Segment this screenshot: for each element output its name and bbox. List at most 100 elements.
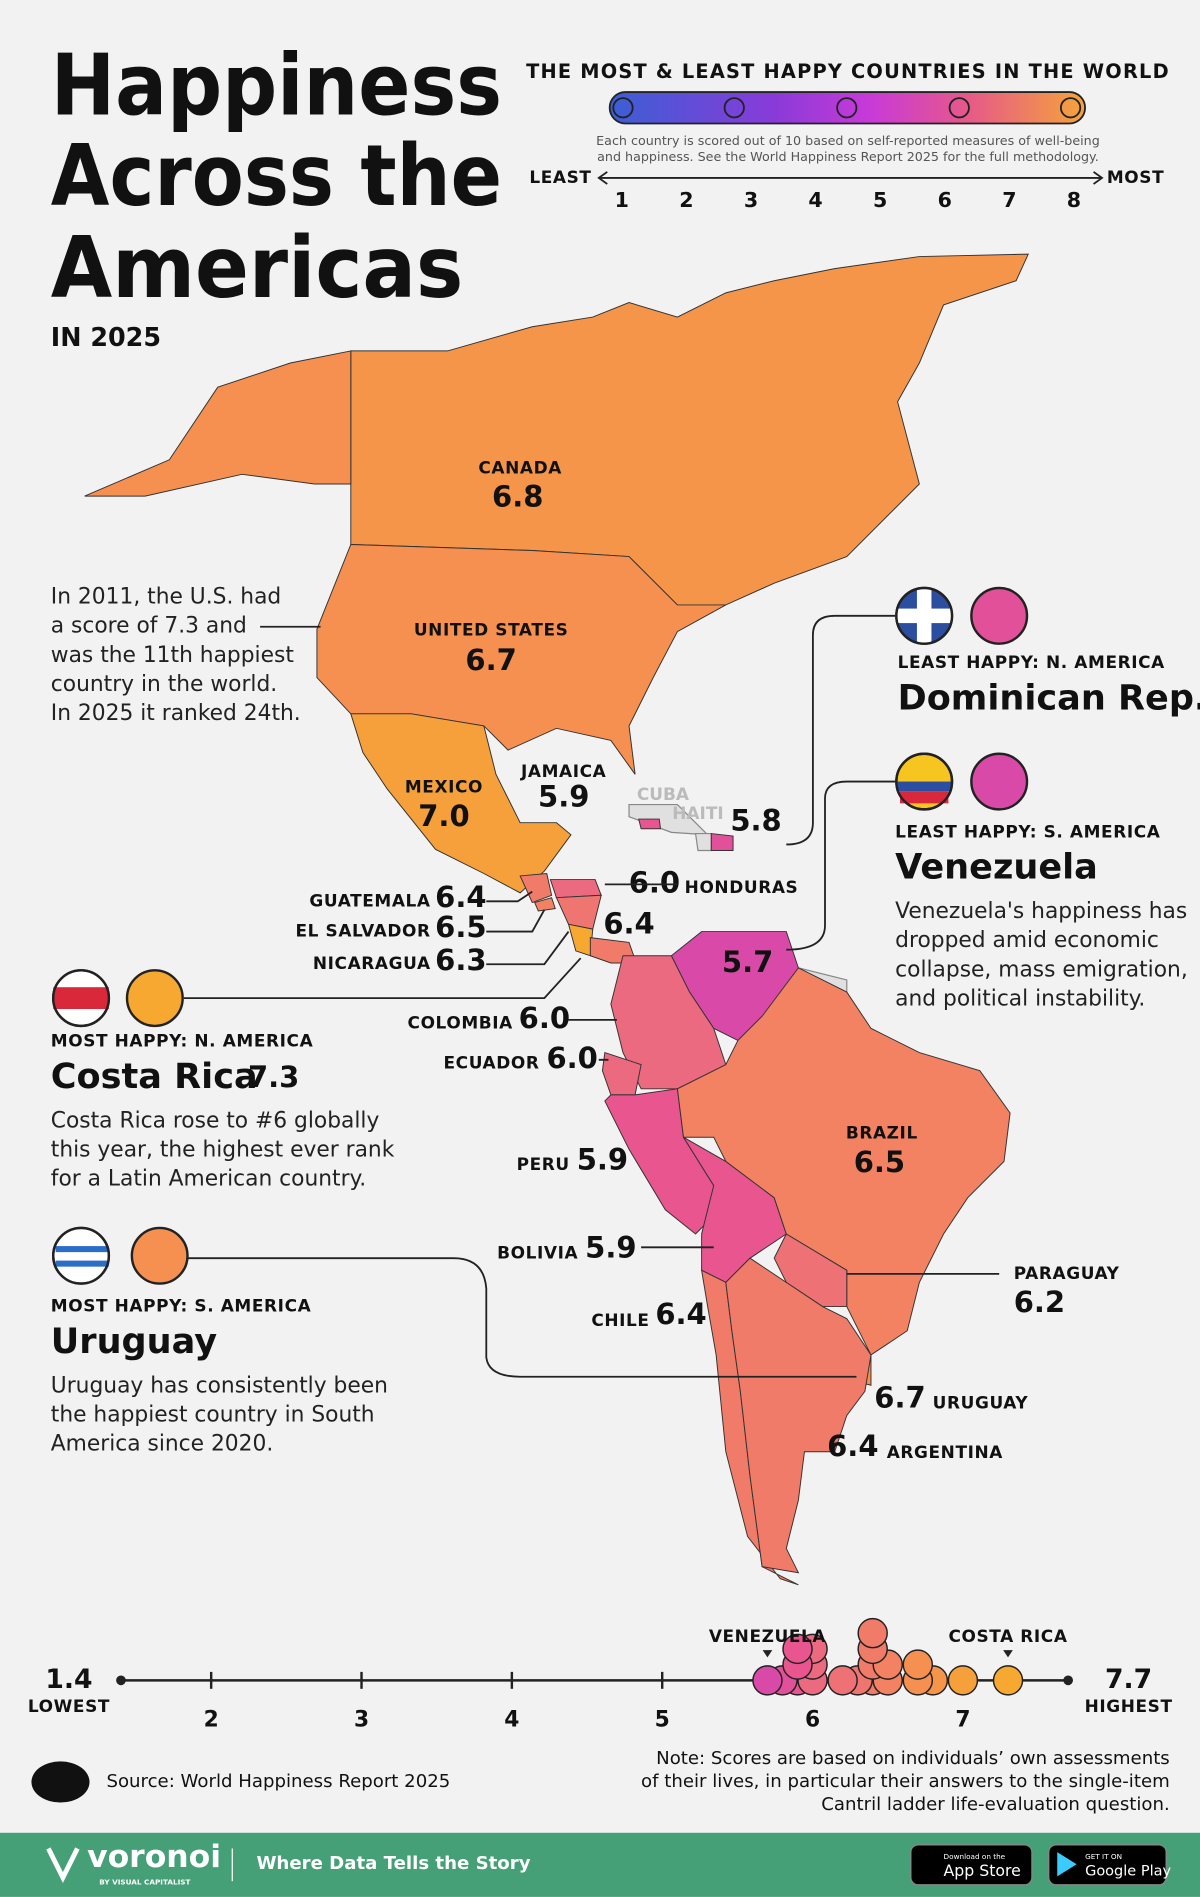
callout-text: the happiest country in South	[51, 1402, 375, 1427]
legend-note: Each country is scored out of 10 based o…	[596, 133, 1100, 148]
country-name: EL SALVADOR	[296, 921, 431, 941]
country-score: 6.4	[603, 907, 654, 941]
google-play-button[interactable]	[1048, 1844, 1167, 1886]
country-score: 6.4	[435, 880, 486, 914]
connector	[786, 780, 896, 951]
country-score: 5.9	[577, 1142, 628, 1176]
country-score: 6.8	[492, 480, 543, 514]
us-note-line: In 2011, the U.S. had	[51, 585, 281, 610]
us-note: In 2011, the U.S. had a score of 7.3 and w…	[51, 585, 301, 726]
callout-title: Costa Rica	[51, 1056, 258, 1097]
country-name: PERU	[517, 1154, 570, 1174]
legend-scale-label: 1	[615, 188, 629, 212]
callout-kicker: LEAST HAPPY: N. AMERICA	[898, 652, 1166, 672]
note: Note: Scores are based on individuals’ o…	[656, 1748, 1170, 1769]
unscored-land	[694, 832, 712, 852]
country-region	[676, 967, 1011, 1356]
google-play-icon	[1057, 1852, 1077, 1877]
callout-text: this year, the highest ever rank	[51, 1138, 395, 1163]
callout-text: for a Latin American country.	[51, 1167, 366, 1192]
country-dot	[752, 1665, 783, 1696]
callout-text: collapse, mass emigration,	[895, 957, 1188, 982]
country-score: 5.9	[538, 780, 589, 814]
callout-score: 7.3	[248, 1060, 299, 1094]
unscored-label: CUBA	[637, 784, 690, 804]
axis-end	[116, 1675, 126, 1686]
country-region	[534, 897, 556, 912]
callout-icons	[52, 586, 1029, 1285]
country-region	[316, 543, 727, 775]
us-note-line: a score of 7.3 and	[51, 614, 247, 639]
country-score: 5.8	[730, 804, 781, 838]
axis-marker-arrow	[1003, 1650, 1013, 1658]
country-dot	[827, 1665, 858, 1696]
axis-tick-label: 7	[955, 1707, 970, 1732]
byline: BY VISUAL CAPITALIST	[99, 1877, 190, 1886]
callout-text: Uruguay has consistently been	[51, 1373, 388, 1398]
brand-logo	[46, 1847, 80, 1883]
app-store-button[interactable]	[910, 1844, 1033, 1886]
us-note-line: country in the world.	[51, 672, 277, 697]
country-region	[710, 833, 734, 851]
legend-title: THE MOST & LEAST HAPPY COUNTRIES IN THE …	[526, 60, 1170, 83]
brand: voronoi	[87, 1839, 221, 1875]
app-store-label: App Store	[944, 1861, 1021, 1880]
country-name: PARAGUAY	[1014, 1263, 1120, 1283]
note: of their lives, in particular their answ…	[641, 1771, 1170, 1792]
country-name: GUATEMALA	[309, 890, 431, 910]
google-play-small: GET IT ON	[1085, 1852, 1122, 1861]
country-score: 5.7	[722, 945, 773, 979]
connector	[786, 614, 896, 846]
axis-max-label: 7.7	[1105, 1664, 1152, 1695]
callout-text: and political instability.	[895, 986, 1145, 1011]
subtitle: IN 2025	[51, 322, 161, 352]
axis-tick-label: 3	[354, 1707, 369, 1732]
country-name: COLOMBIA	[408, 1013, 514, 1033]
country-dot	[992, 1665, 1024, 1696]
country-dot	[902, 1649, 934, 1680]
country-dot	[857, 1617, 888, 1649]
country-name: CHILE	[591, 1310, 649, 1330]
legend-scale-label: 5	[873, 188, 887, 212]
callout-kicker: MOST HAPPY: N. AMERICA	[51, 1031, 314, 1051]
legend-scale-label: 8	[1067, 188, 1081, 212]
country-dot	[947, 1665, 979, 1696]
callout-title: Uruguay	[51, 1321, 217, 1362]
callouts: LEAST HAPPY: N. AMERICA Dominican Rep. LEA…	[51, 652, 1200, 1456]
legend-scale-label: 2	[679, 188, 693, 212]
country-region	[638, 818, 662, 830]
unscored-label: HAITI	[672, 803, 723, 823]
title-line: Americas	[51, 218, 464, 317]
note: Cantril ladder life-evaluation question.	[821, 1794, 1169, 1815]
callout-text: Venezuela's happiness has	[895, 899, 1187, 924]
title-line: Happiness	[51, 35, 502, 134]
legend-scale-label: 6	[938, 188, 952, 212]
legend-scale-label: 3	[744, 188, 758, 212]
country-score: 6.0	[519, 1001, 570, 1035]
country-name: HONDURAS	[685, 877, 799, 897]
axis-tick-label: 5	[655, 1707, 670, 1732]
axis-max-caption: HIGHEST	[1085, 1696, 1173, 1716]
callout-kicker: LEAST HAPPY: S. AMERICA	[895, 821, 1161, 841]
country-name: URUGUAY	[933, 1392, 1029, 1412]
country-name: ECUADOR	[444, 1052, 540, 1072]
country-score: 6.2	[1014, 1285, 1065, 1319]
callout-title: Venezuela	[895, 847, 1098, 888]
country-score: 6.5	[435, 910, 486, 944]
app-store-small: Download on the	[944, 1852, 1006, 1861]
country-score: 5.9	[585, 1231, 636, 1265]
country-name: UNITED STATES	[414, 619, 569, 639]
axis-min-caption: LOWEST	[28, 1696, 110, 1716]
legend-scale-label: 7	[1002, 188, 1016, 212]
country-score: 6.0	[629, 865, 680, 899]
legend-scale-label: 4	[808, 188, 822, 212]
callout-text: America since 2020.	[51, 1431, 273, 1456]
country-score: 7.0	[418, 799, 469, 833]
country-region	[84, 350, 352, 497]
country-name: ARGENTINA	[887, 1442, 1004, 1462]
axis-marker-arrow	[762, 1650, 773, 1658]
connector	[486, 883, 678, 966]
country-score: 6.0	[546, 1041, 597, 1075]
